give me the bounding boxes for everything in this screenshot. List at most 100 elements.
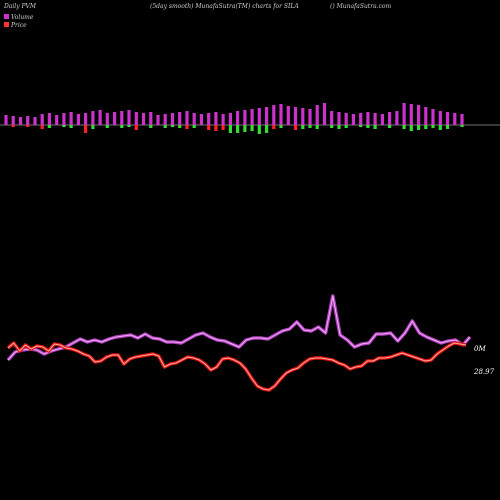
volume-bar <box>236 111 240 125</box>
volume-bar <box>388 112 392 125</box>
volume-bar-below <box>409 125 413 131</box>
volume-bar <box>156 115 160 125</box>
volume-bar <box>460 114 464 125</box>
volume-bar <box>286 106 290 125</box>
volume-bar <box>214 112 218 125</box>
volume-bar <box>243 110 247 125</box>
volume-bar-below <box>84 125 88 133</box>
volume-bar-below <box>308 125 312 128</box>
volume-bar <box>438 111 442 125</box>
volume-bar <box>91 111 95 125</box>
volume-bar <box>199 114 203 125</box>
price-line-highlight <box>7 342 467 391</box>
volume-bar <box>293 107 298 125</box>
price-end-label: 28.97 <box>473 368 495 376</box>
volume-bar <box>178 112 182 125</box>
volume-bar-below <box>460 125 464 127</box>
volume-bar <box>207 113 211 125</box>
volume-bar <box>337 112 341 125</box>
legend-price-swatch <box>4 22 9 27</box>
volume-bar <box>409 104 413 125</box>
volume-bar <box>228 113 232 125</box>
volume-bar <box>192 113 196 125</box>
volume-bar <box>359 113 363 125</box>
volume-bar-below <box>228 125 232 133</box>
volume-bar <box>113 112 117 125</box>
volume-bar <box>424 107 428 125</box>
volume-bar <box>26 116 30 125</box>
volume-bar-below <box>120 125 124 128</box>
legend-volume-label: Volume <box>11 14 34 21</box>
volume-bar-below <box>11 125 15 127</box>
volume-bar <box>62 113 66 125</box>
volume-bar <box>4 115 8 125</box>
volume-bar <box>257 108 261 125</box>
volume-bar <box>250 109 254 125</box>
volume-bar <box>55 115 59 125</box>
volume-bar <box>330 111 334 125</box>
volume-bar-below <box>105 125 109 128</box>
volume-bar <box>105 113 109 125</box>
volume-bar-below <box>431 125 435 128</box>
volume-bar-below <box>257 125 261 134</box>
volume-bar <box>373 113 377 125</box>
volume-bar <box>33 117 37 125</box>
volume-bar-below <box>337 125 341 129</box>
volume-bar-below <box>134 125 138 130</box>
volume-bar-below <box>373 125 377 129</box>
legend: Volume Price <box>4 14 34 29</box>
volume-bar-below <box>163 125 167 128</box>
volume-bar <box>170 113 175 125</box>
volume-bar <box>40 114 44 125</box>
volume-bar <box>76 114 80 125</box>
volume-bar-below <box>438 125 442 130</box>
volume-bar <box>380 114 384 125</box>
volume-bar-below <box>272 125 276 129</box>
volume-end-label: 0M <box>474 345 486 353</box>
volume-bar-below <box>279 125 283 128</box>
header-center: (5day smooth) MunafaSutra(TM) charts for… <box>150 3 299 10</box>
volume-bar <box>315 105 319 125</box>
volume-bar <box>351 114 355 125</box>
volume-bar-below <box>293 125 298 130</box>
volume-bar <box>301 108 305 125</box>
volume-bar <box>11 116 15 125</box>
volume-bar-below <box>149 125 153 128</box>
volume-bar <box>120 111 124 125</box>
volume-bar-below <box>69 125 73 128</box>
volume-bar-below <box>40 125 44 129</box>
header-left: Daily PVM <box>3 3 37 10</box>
volume-bar-below <box>315 125 319 129</box>
volume-bar-below <box>91 125 95 129</box>
volume-bar <box>18 117 23 125</box>
volume-bar-below <box>417 125 421 130</box>
volume-bar <box>149 112 153 125</box>
volume-bar-below <box>330 125 334 128</box>
volume-bar-below <box>26 125 30 127</box>
volume-bar <box>141 113 146 125</box>
volume-bar-below <box>359 125 363 127</box>
volume-bar <box>453 113 457 125</box>
volume-bar-below <box>178 125 182 128</box>
volume-bar <box>127 110 131 125</box>
volume-bar <box>395 111 399 125</box>
volume-bar <box>221 114 225 125</box>
volume-bar <box>402 103 406 125</box>
volume-bar <box>322 103 327 125</box>
volume-bar-below <box>388 125 392 128</box>
volume-bar-below <box>301 125 305 129</box>
volume-bar <box>279 104 283 125</box>
volume-line-highlight <box>7 295 471 361</box>
volume-bar-below <box>402 125 406 129</box>
volume-bar <box>265 107 269 125</box>
volume-bar-below <box>445 125 450 129</box>
volume-bar <box>308 109 312 125</box>
volume-bar <box>47 113 51 125</box>
volume-bar <box>344 113 348 125</box>
volume-bar <box>84 113 88 125</box>
legend-price-label: Price <box>10 22 27 29</box>
volume-bar-below <box>366 125 370 128</box>
volume-bar-below <box>47 125 51 128</box>
volume-bar-below <box>265 125 269 133</box>
